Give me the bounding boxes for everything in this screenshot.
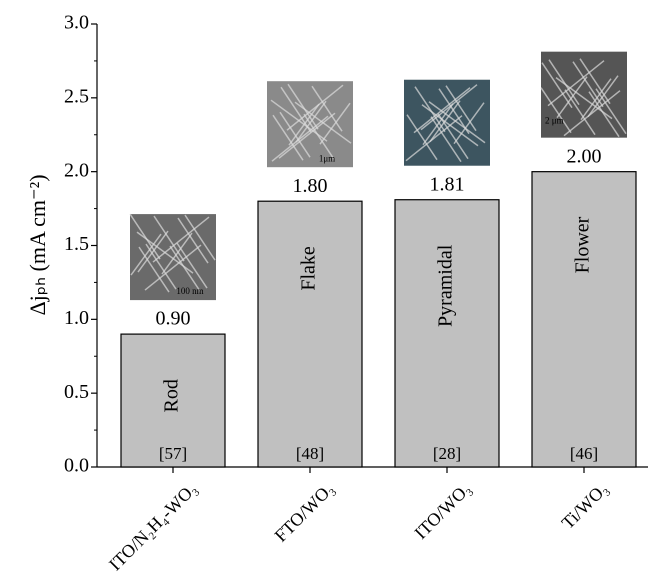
x-tick-label: FTO/WO₃	[271, 479, 338, 546]
inset-texture	[177, 217, 209, 264]
inset-texture	[564, 89, 596, 136]
inset-texture	[548, 59, 580, 106]
inset-texture	[144, 244, 202, 291]
inset-texture	[572, 61, 604, 108]
value-label: 1.81	[430, 173, 465, 195]
inset-texture	[280, 86, 312, 133]
reference: [46]	[570, 444, 598, 463]
inset-scale-label: 1μm	[319, 153, 335, 163]
inset-texture	[579, 58, 611, 105]
reference: [48]	[296, 444, 324, 463]
inset-texture	[595, 88, 627, 135]
y-tick-label: 3.0	[64, 12, 89, 34]
inset-texture	[445, 85, 477, 132]
inset-texture	[588, 91, 620, 138]
inset-texture	[129, 213, 161, 260]
inset-texture	[453, 102, 485, 145]
inset-texture	[563, 90, 621, 137]
inset-texture	[176, 242, 208, 289]
inset-texture	[587, 75, 619, 118]
bar	[120, 333, 226, 468]
bar	[531, 171, 637, 468]
y-tick-label: 0.0	[64, 455, 89, 477]
inset-texture	[420, 84, 478, 131]
inset-texture	[311, 85, 343, 132]
inset-texture	[540, 87, 572, 134]
inset-texture	[421, 104, 479, 147]
inset-texture	[138, 246, 170, 293]
inset-texture	[294, 101, 352, 144]
inset-texture	[580, 78, 612, 121]
reference: [57]	[159, 444, 187, 463]
inset-scale-label: 2 μm	[545, 116, 564, 126]
inset-scale-label: 100 nm	[176, 286, 203, 296]
x-tick-label: ITO/WO₃	[410, 479, 474, 543]
inset-texture	[286, 84, 344, 131]
inset-texture	[137, 230, 169, 273]
x-tick-label: ITO/N₂H₄-WO₃	[105, 479, 201, 575]
value-label: 2.00	[567, 145, 602, 167]
inset-texture	[422, 103, 454, 146]
inset-texture	[556, 76, 588, 119]
inset-texture	[278, 112, 336, 159]
inset-texture	[130, 233, 162, 276]
bar-label: Flake	[298, 246, 320, 291]
inset-texture	[405, 115, 463, 162]
y-axis-label: Δjₚₕ (mA cm⁻²)	[25, 174, 50, 315]
inset-texture	[413, 87, 471, 134]
inset-texture	[430, 116, 462, 163]
y-tick-label: 1.5	[64, 233, 89, 255]
inset-texture	[438, 88, 470, 135]
inset-texture	[145, 243, 177, 290]
value-label: 1.80	[293, 175, 328, 197]
bar-label: Rod	[161, 379, 183, 412]
x-tick-label: Ti/WO₃	[558, 479, 612, 533]
bar	[394, 199, 500, 468]
reference: [28]	[433, 444, 461, 463]
inset-texture	[541, 62, 573, 109]
bar	[257, 200, 363, 468]
inset-texture	[161, 232, 193, 275]
inset-texture	[153, 215, 185, 262]
bar-label: Pyramidal	[435, 244, 457, 327]
inset-texture	[303, 113, 335, 160]
inset-texture	[414, 86, 446, 133]
value-label: 0.90	[156, 308, 191, 330]
inset-texture	[406, 114, 438, 161]
inset-texture	[319, 102, 351, 145]
inset-texture	[287, 83, 319, 130]
inset-texture	[547, 60, 605, 107]
inset-texture	[271, 115, 329, 162]
inset-texture	[428, 101, 486, 144]
y-tick-label: 0.5	[64, 381, 89, 403]
bar-label: Flower	[572, 216, 594, 273]
inset-texture	[152, 216, 210, 263]
inset-texture	[279, 111, 311, 158]
y-tick-label: 2.5	[64, 85, 89, 107]
inset-texture	[437, 113, 469, 160]
inset-texture	[272, 114, 304, 161]
y-tick-label: 2.0	[64, 159, 89, 181]
inset-texture	[169, 245, 201, 292]
inset-texture	[184, 214, 216, 261]
inset-texture	[288, 103, 320, 146]
y-tick-label: 1.0	[64, 307, 89, 329]
inset-texture	[295, 100, 327, 143]
